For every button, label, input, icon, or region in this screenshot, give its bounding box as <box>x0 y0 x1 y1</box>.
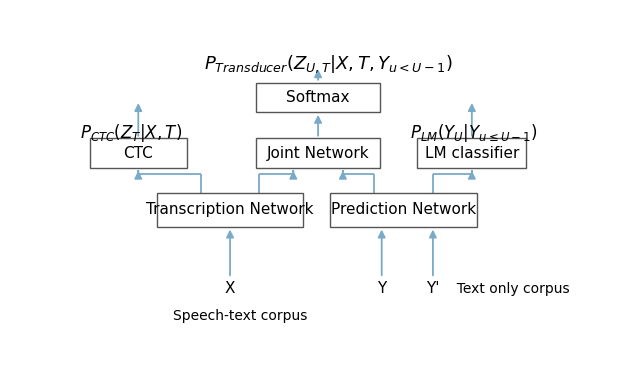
Text: Text only corpus: Text only corpus <box>448 282 570 296</box>
Text: $P_{LM}(Y_U|Y_{u\leq U-1})$: $P_{LM}(Y_U|Y_{u\leq U-1})$ <box>410 121 538 144</box>
Text: Y: Y <box>377 281 387 296</box>
Text: $P_{Transducer}(Z_{U,T}|X,T,Y_{u<U-1})$: $P_{Transducer}(Z_{U,T}|X,T,Y_{u<U-1})$ <box>204 53 452 75</box>
FancyBboxPatch shape <box>417 139 527 168</box>
Text: Transcription Network: Transcription Network <box>147 202 314 217</box>
FancyBboxPatch shape <box>256 83 380 112</box>
FancyBboxPatch shape <box>330 193 477 227</box>
Text: Y': Y' <box>426 281 440 296</box>
Text: X: X <box>225 281 236 296</box>
Text: $P_{CTC}(Z_T|X,T)$: $P_{CTC}(Z_T|X,T)$ <box>80 121 182 144</box>
Text: Prediction Network: Prediction Network <box>331 202 476 217</box>
Text: Speech-text corpus: Speech-text corpus <box>173 309 307 324</box>
FancyBboxPatch shape <box>157 193 303 227</box>
Text: CTC: CTC <box>124 146 153 161</box>
FancyBboxPatch shape <box>256 139 380 168</box>
Text: LM classifier: LM classifier <box>425 146 519 161</box>
FancyBboxPatch shape <box>90 139 187 168</box>
Text: Joint Network: Joint Network <box>267 146 369 161</box>
Text: Softmax: Softmax <box>286 90 350 105</box>
